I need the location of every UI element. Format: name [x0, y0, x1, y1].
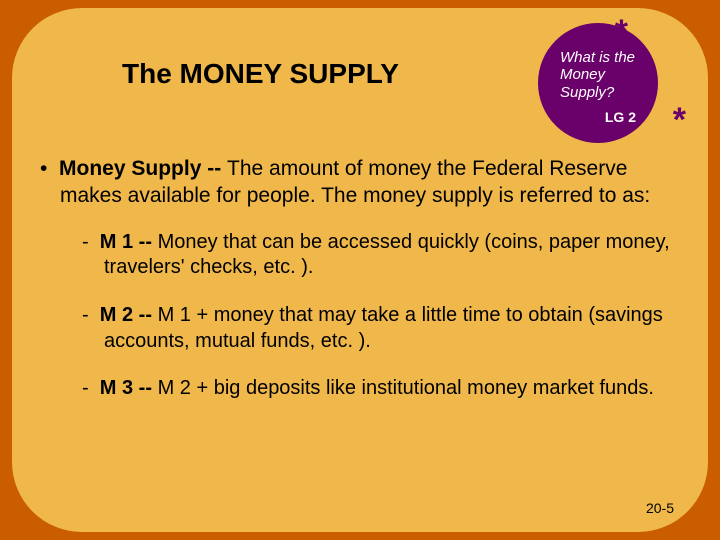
bullet-lead: Money Supply -- [59, 157, 227, 180]
sub-text: M 2 + big deposits like institutional mo… [158, 377, 654, 399]
topic-circle: * What is theMoneySupply? LG 2 * [538, 23, 658, 143]
star-icon: * [673, 101, 686, 140]
sub-bullet: - M 2 -- M 1 + money that may take a lit… [82, 303, 680, 354]
circle-question: What is theMoneySupply? [560, 49, 635, 101]
slide-title: The MONEY SUPPLY [122, 58, 399, 90]
sub-bullet: - M 3 -- M 2 + big deposits like institu… [82, 376, 680, 402]
slide-panel: The MONEY SUPPLY * What is theMoneySuppl… [12, 8, 708, 532]
sub-text: M 1 + money that may take a little time … [104, 304, 663, 352]
sub-text: Money that can be accessed quickly (coin… [104, 231, 670, 279]
sub-lead: M 2 -- [100, 304, 158, 326]
sub-bullet: - M 1 -- Money that can be accessed quic… [82, 230, 680, 281]
main-bullet: • Money Supply -- The amount of money th… [40, 156, 680, 210]
learning-goal-label: LG 2 [605, 109, 636, 125]
content-area: • Money Supply -- The amount of money th… [40, 156, 680, 424]
sub-lead: M 1 -- [100, 231, 158, 253]
page-number: 20-5 [646, 500, 674, 516]
sub-lead: M 3 -- [100, 377, 158, 399]
star-icon: * [615, 13, 628, 52]
